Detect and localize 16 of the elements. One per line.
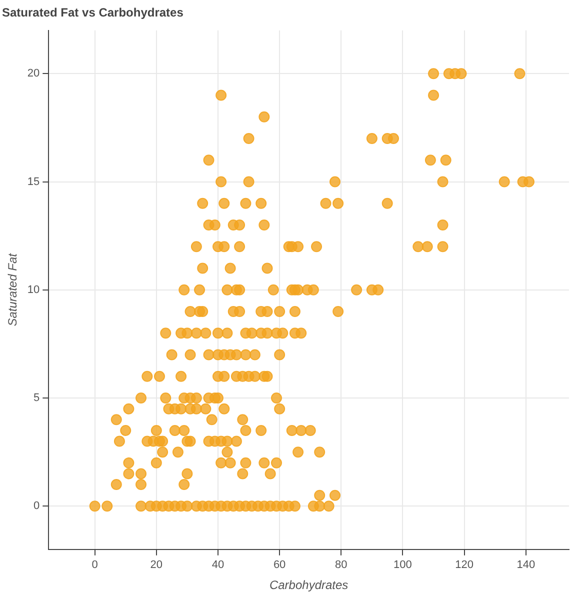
x-tick-label: 140 — [516, 559, 536, 572]
y-tick-label: 0 — [34, 500, 40, 512]
y-tick-label: 10 — [27, 284, 40, 296]
x-tick-label: 20 — [150, 559, 163, 572]
y-tick-label: 5 — [34, 392, 40, 404]
x-tick-label: 80 — [335, 559, 348, 572]
x-tick-label: 100 — [394, 559, 412, 572]
chart-title: Saturated Fat vs Carbohydrates — [2, 6, 184, 20]
x-axis-title: Carbohydrates — [269, 578, 348, 592]
x-tick-label: 120 — [455, 559, 474, 572]
y-axis-title: Saturated Fat — [6, 252, 20, 326]
y-tick-label: 15 — [27, 176, 40, 188]
x-tick-label: 0 — [92, 559, 98, 572]
x-tick-label: 60 — [273, 559, 286, 572]
y-tick-label: 20 — [27, 68, 40, 80]
x-tick-label: 40 — [212, 559, 224, 572]
